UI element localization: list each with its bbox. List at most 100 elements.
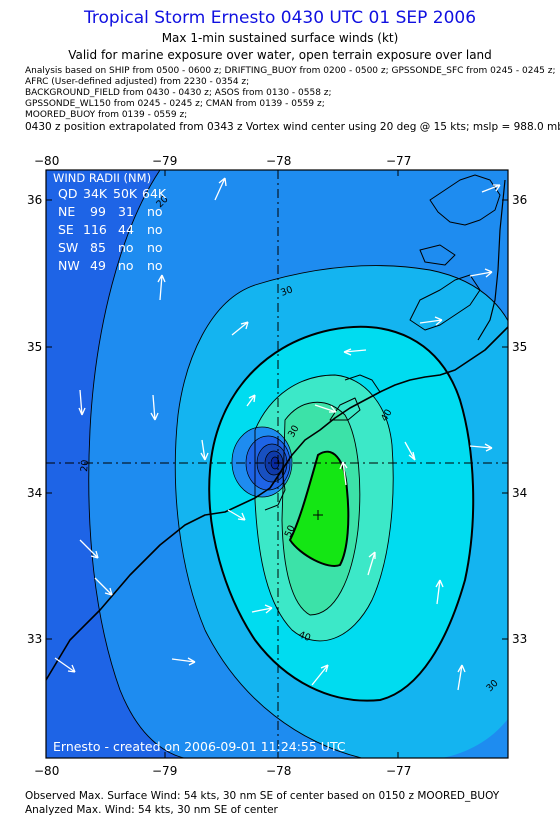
- wind-vector: [231, 321, 249, 336]
- coastline-inlet: [419, 244, 456, 266]
- wind-radii-cell: no: [147, 258, 163, 273]
- lon-label-top: −79: [152, 154, 177, 168]
- valid-line: Valid for marine exposure over water, op…: [68, 48, 492, 62]
- lat-label-left: 35: [27, 340, 42, 354]
- contour-label: 30: [279, 284, 294, 298]
- wind-vector: [251, 604, 273, 614]
- wind-radii-cell: NE: [58, 204, 75, 219]
- wind-vector: [435, 579, 444, 605]
- lat-label-left: 33: [27, 632, 42, 646]
- contour-30-south: [204, 629, 364, 758]
- wind-vector: [343, 348, 367, 356]
- contour-20-west: [88, 170, 187, 758]
- wind-vectors: [54, 177, 501, 691]
- wind-radii-cell: no: [147, 240, 163, 255]
- wind-vector: [469, 443, 493, 452]
- map-title: Tropical Storm Ernesto 0430 UTC 01 SEP 2…: [83, 8, 477, 28]
- wind-radii-cell: 31: [118, 204, 134, 219]
- wind-radii-table: WIND RADII (NM) QD 34K 50K 64K NE 99 31 …: [53, 171, 167, 273]
- wind-vector: [200, 439, 209, 461]
- coastline-sound: [329, 397, 361, 421]
- wind-radii-header: 34K: [83, 186, 108, 201]
- coastline-estuary: [344, 374, 381, 393]
- contour-34: [208, 325, 475, 702]
- wind-vector: [404, 441, 416, 461]
- wind-vector: [78, 389, 86, 416]
- coastline-capefear: [264, 469, 286, 511]
- wind-radii-cell: 85: [90, 240, 106, 255]
- wind-vector: [311, 664, 329, 686]
- tick-marks: [45, 170, 508, 758]
- lon-label-bottom: −78: [266, 764, 291, 778]
- map-frame: [45, 169, 509, 759]
- wind-radii-cell: 116: [83, 222, 107, 237]
- lon-label-bottom: −77: [386, 764, 411, 778]
- analysis-line: MOORED_BUOY from 0139 - 0559 z;: [25, 110, 188, 120]
- lat-label-right: 36: [512, 193, 527, 207]
- lon-label-bottom: −80: [34, 764, 59, 778]
- lat-label-left: 36: [27, 193, 42, 207]
- analysis-info: Analysis based on SHIP from 0500 - 0600 …: [25, 66, 560, 134]
- wind-radii-cell: SE: [58, 222, 74, 237]
- wind-vector: [54, 657, 76, 673]
- coastline-pamlico: [409, 274, 481, 331]
- contours: [88, 170, 508, 758]
- wind-vector: [469, 268, 493, 278]
- position-note: 0430 z position extrapolated from 0343 z…: [25, 121, 560, 133]
- wind-vector: [150, 394, 159, 421]
- lon-label-bottom: −79: [152, 764, 177, 778]
- contour-label: 30: [286, 424, 302, 440]
- wind-radii-cell: no: [147, 204, 163, 219]
- max-wind-marker: [313, 510, 323, 520]
- contour-40: [254, 374, 394, 642]
- wind-vector: [457, 664, 466, 691]
- map-subtitle: Max 1-min sustained surface winds (kt): [161, 31, 399, 45]
- wind-vector: [171, 657, 196, 666]
- contour-30-west: [174, 414, 206, 631]
- wind-vector: [94, 577, 113, 596]
- coastline: [46, 174, 508, 681]
- crosshair: [46, 170, 508, 758]
- wind-vector: [214, 177, 227, 201]
- analysis-line: GPSSONDE_WL150 from 0245 - 0245 z; CMAN …: [25, 99, 325, 109]
- footer: Observed Max. Surface Wind: 54 kts, 30 n…: [25, 789, 499, 817]
- wind-radii-cell: no: [118, 258, 134, 273]
- axis-labels: −80 −79 −78 −77 −80 −79 −78 −77 36 35 34…: [27, 154, 527, 778]
- contour-label: 50: [283, 524, 298, 540]
- wind-radii-header: 64K: [142, 186, 167, 201]
- wind-field: 20 20 30 30 40 40 50 30 WIND RADII (NM) …: [46, 170, 508, 758]
- contour-45: [281, 401, 361, 616]
- wind-vector: [339, 461, 348, 486]
- wind-radii-cell: 44: [118, 222, 134, 237]
- wind-vector: [79, 539, 99, 559]
- analysis-line: Analysis based on SHIP from 0500 - 0600 …: [25, 66, 556, 76]
- lat-label-right: 33: [512, 632, 527, 646]
- analysis-line: AFRC (User-defined adjusted) from 2230 -…: [25, 77, 250, 87]
- lon-label-top: −78: [266, 154, 291, 168]
- contour-label: 40: [379, 408, 395, 424]
- contour-30: [177, 265, 508, 416]
- analysis-line: BACKGROUND_FIELD from 0430 - 0430 z; ASO…: [25, 88, 332, 98]
- coastline-carolina: [46, 325, 508, 681]
- wind-vector: [227, 509, 246, 521]
- wind-radii-title: WIND RADII (NM): [53, 171, 151, 185]
- wind-band-50: [290, 451, 349, 566]
- wind-vector: [367, 551, 376, 576]
- wind-radii-cell: no: [118, 240, 134, 255]
- analyzed-max: Analyzed Max. Wind: 54 kts, 30 nm SE of …: [25, 804, 278, 816]
- lat-label-left: 34: [27, 486, 42, 500]
- lat-label-right: 34: [512, 486, 527, 500]
- wind-radii-cell: NW: [58, 258, 80, 273]
- wind-radii-cell: no: [147, 222, 163, 237]
- contour-label: 20: [79, 459, 91, 472]
- lon-label-top: −77: [386, 154, 411, 168]
- coastline-outer-banks: [477, 179, 506, 341]
- observed-max: Observed Max. Surface Wind: 54 kts, 30 n…: [25, 790, 500, 802]
- wind-vector: [314, 404, 337, 413]
- wind-vector: [419, 316, 443, 326]
- wind-radii-cell: 49: [90, 258, 106, 273]
- wind-radii-cell: 99: [90, 204, 106, 219]
- wind-radii-cell: SW: [58, 240, 78, 255]
- wind-vector: [246, 394, 256, 407]
